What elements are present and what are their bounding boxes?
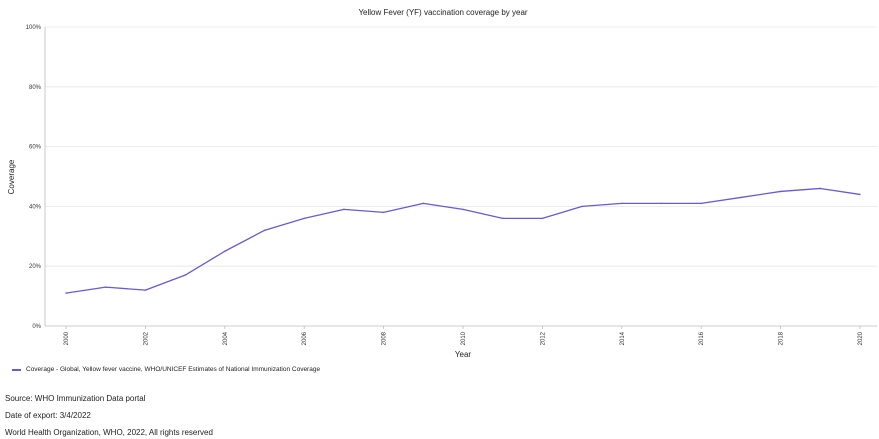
y-tick-label: 100% [26, 25, 42, 31]
data-point [859, 193, 861, 196]
y-tick-label: 0% [32, 324, 41, 330]
data-point [104, 286, 107, 289]
legend-swatch [12, 368, 21, 371]
x-tick-label: 2008 [382, 331, 388, 345]
chart-title: Yellow Fever (YF) vaccination coverage b… [358, 8, 527, 17]
data-point [581, 205, 583, 208]
x-tick-label: 2012 [540, 331, 546, 345]
x-tick-label: 2004 [223, 331, 229, 345]
data-point [65, 292, 67, 295]
source-text: Source: WHO Immunization Data portal [5, 394, 146, 403]
data-point [620, 202, 623, 205]
x-tick-label: 2010 [461, 331, 467, 345]
series-group [65, 187, 861, 295]
data-point [541, 217, 544, 220]
x-tick-label: 2016 [699, 331, 705, 345]
x-ticks: 2000 2002 2004 2006 2008 2010 2012 2014 2016 2018… [64, 326, 864, 345]
data-point [700, 202, 703, 205]
y-axis-label: Coverage [7, 159, 16, 194]
series-line [65, 187, 861, 294]
y-ticks: 0% 20% 40% 60% 80% 100% [26, 25, 42, 330]
data-point [660, 202, 663, 205]
x-tick-label: 2020 [858, 331, 864, 345]
copyright-text: World Health Organization, WHO, 2022, Al… [5, 428, 213, 437]
data-point [382, 211, 385, 214]
data-point [343, 208, 345, 211]
data-point [263, 229, 266, 232]
data-point [740, 196, 742, 199]
y-tick-label: 80% [29, 85, 42, 91]
data-point [422, 202, 425, 205]
x-tick-label: 2002 [143, 331, 149, 345]
y-tick-label: 60% [29, 145, 42, 151]
x-tick-label: 2000 [64, 331, 70, 345]
legend: Coverage - Global, Yellow fever vaccine,… [12, 366, 320, 373]
data-point [184, 274, 187, 277]
data-point [462, 208, 464, 211]
data-point [144, 289, 147, 292]
data-point [819, 187, 822, 190]
y-tick-label: 20% [29, 264, 42, 270]
x-tick-label: 2006 [302, 331, 308, 345]
data-point [779, 190, 782, 193]
chart: Yellow Fever (YF) vaccination coverage b… [7, 8, 877, 359]
data-point [303, 217, 306, 220]
y-tick-label: 40% [29, 204, 42, 210]
export-date-text: Date of export: 3/4/2022 [5, 411, 91, 420]
x-tick-label: 2018 [779, 331, 785, 345]
legend-label: Coverage - Global, Yellow fever vaccine,… [26, 366, 321, 373]
data-point [501, 217, 504, 220]
data-point [223, 250, 226, 253]
grid [44, 26, 877, 327]
x-axis-label: Year [455, 350, 472, 359]
x-tick-label: 2014 [620, 331, 626, 345]
